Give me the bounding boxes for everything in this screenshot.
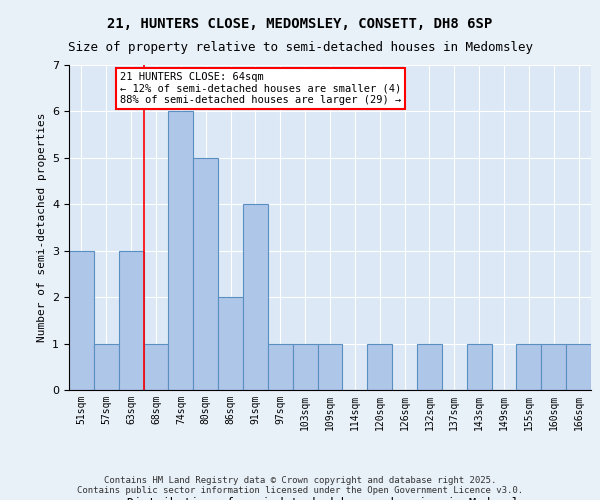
Bar (119, 250, 143, 390)
Bar (517, 344, 541, 390)
X-axis label: Distribution of semi-detached houses by size in Medomsley: Distribution of semi-detached houses by … (127, 497, 533, 500)
Text: Contains HM Land Registry data © Crown copyright and database right 2025.
Contai: Contains HM Land Registry data © Crown c… (77, 476, 523, 495)
Bar (193, 158, 218, 390)
Bar (317, 344, 343, 390)
Bar (541, 344, 566, 390)
Bar (268, 344, 293, 390)
Bar (169, 112, 193, 390)
Text: 21, HUNTERS CLOSE, MEDOMSLEY, CONSETT, DH8 6SP: 21, HUNTERS CLOSE, MEDOMSLEY, CONSETT, D… (107, 18, 493, 32)
Bar (367, 344, 392, 390)
Bar (467, 344, 491, 390)
Bar (143, 344, 169, 390)
Bar (293, 344, 317, 390)
Bar (417, 344, 442, 390)
Bar (69, 250, 94, 390)
Text: 21 HUNTERS CLOSE: 64sqm
← 12% of semi-detached houses are smaller (4)
88% of sem: 21 HUNTERS CLOSE: 64sqm ← 12% of semi-de… (120, 72, 401, 105)
Bar (94, 344, 119, 390)
Bar (218, 297, 243, 390)
Bar (243, 204, 268, 390)
Text: Size of property relative to semi-detached houses in Medomsley: Size of property relative to semi-detach… (67, 41, 533, 54)
Y-axis label: Number of semi-detached properties: Number of semi-detached properties (37, 113, 47, 342)
Bar (566, 344, 591, 390)
